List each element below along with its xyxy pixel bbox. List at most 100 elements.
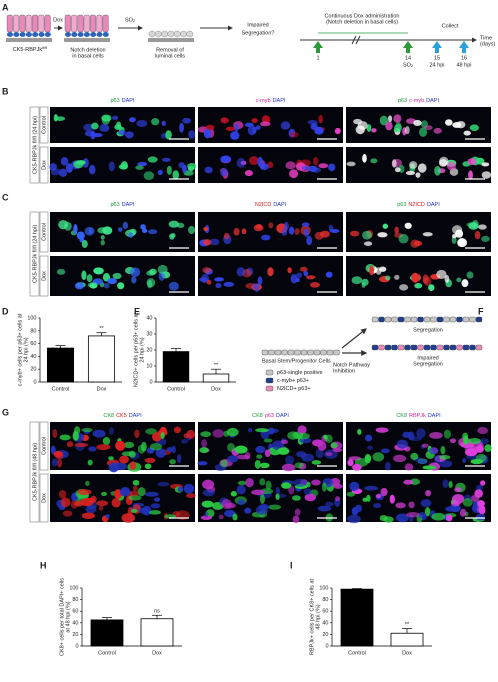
stained-cell bbox=[220, 155, 232, 164]
stained-cell bbox=[248, 156, 259, 165]
cell bbox=[436, 344, 444, 351]
stained-cell bbox=[391, 159, 397, 168]
stained-cell bbox=[220, 117, 229, 124]
stained-cell bbox=[462, 458, 467, 463]
stained-cell bbox=[118, 129, 126, 136]
stained-cell bbox=[254, 459, 261, 469]
day: 15 bbox=[434, 55, 440, 61]
cell bbox=[274, 349, 282, 356]
x-tick-label: Dox bbox=[97, 386, 107, 392]
stained-cell bbox=[395, 502, 406, 509]
cell bbox=[462, 316, 470, 323]
stained-cell bbox=[268, 222, 274, 229]
stained-cell bbox=[471, 494, 480, 502]
basal-cell bbox=[83, 32, 90, 37]
stained-cell bbox=[463, 435, 469, 445]
basal-cell bbox=[25, 32, 32, 37]
stained-cell bbox=[135, 165, 144, 170]
stained-cell bbox=[357, 428, 362, 435]
stained-cell bbox=[214, 277, 224, 282]
cell bbox=[423, 316, 431, 323]
row-box bbox=[39, 421, 49, 471]
stained-cell bbox=[161, 120, 166, 126]
stained-cell bbox=[313, 156, 319, 166]
stained-cell bbox=[379, 115, 388, 126]
stained-cell bbox=[369, 265, 374, 276]
stained-cell bbox=[58, 168, 67, 177]
stained-cell bbox=[461, 279, 469, 288]
stained-cell bbox=[101, 491, 108, 497]
stained-cell bbox=[294, 228, 300, 235]
cell bbox=[180, 30, 187, 38]
stained-cell bbox=[466, 271, 474, 279]
stained-cell bbox=[54, 451, 64, 460]
stained-cell bbox=[375, 493, 382, 499]
luminal-cell bbox=[102, 14, 109, 33]
stained-cell bbox=[254, 283, 260, 293]
luminal-cell bbox=[64, 14, 71, 33]
bar bbox=[162, 351, 190, 383]
stained-cell bbox=[325, 451, 333, 457]
row-box bbox=[39, 211, 49, 253]
stained-cell bbox=[444, 119, 453, 126]
stained-cell bbox=[185, 493, 196, 499]
luminal-cell bbox=[6, 14, 13, 33]
stained-cell bbox=[415, 172, 421, 178]
stained-cell bbox=[251, 489, 265, 496]
stained-cell bbox=[118, 227, 123, 232]
stained-cell bbox=[292, 515, 300, 524]
stained-cell bbox=[394, 226, 399, 234]
stained-cell bbox=[307, 120, 318, 125]
stained-cell bbox=[136, 120, 148, 127]
stained-cell bbox=[92, 429, 106, 438]
stained-cell bbox=[101, 114, 112, 122]
significance: ** bbox=[99, 326, 104, 332]
stained-cell bbox=[65, 163, 73, 173]
stained-cell bbox=[102, 272, 111, 282]
stained-cell bbox=[281, 463, 296, 472]
stained-cell bbox=[478, 224, 487, 230]
stained-cell bbox=[417, 163, 427, 173]
stained-cell bbox=[422, 465, 437, 470]
cell bbox=[378, 344, 385, 351]
stained-cell bbox=[476, 500, 485, 507]
stained-cell bbox=[129, 117, 136, 123]
stained-cell bbox=[100, 239, 105, 246]
caption: Segregation? bbox=[242, 30, 275, 36]
stained-cell bbox=[96, 444, 111, 451]
micrograph bbox=[198, 474, 343, 522]
stained-cell bbox=[349, 481, 360, 492]
stained-cell bbox=[201, 439, 208, 448]
stained-cell bbox=[458, 238, 466, 247]
stained-cell bbox=[294, 508, 301, 516]
stained-cell bbox=[85, 480, 90, 487]
stained-cell bbox=[474, 231, 481, 240]
stained-cell bbox=[203, 129, 212, 139]
stained-cell bbox=[157, 169, 163, 175]
significance: ** bbox=[214, 363, 219, 369]
basal-cell bbox=[65, 32, 71, 37]
stained-cell bbox=[230, 131, 240, 140]
stained-cell bbox=[203, 226, 209, 232]
basal-cell bbox=[96, 32, 103, 37]
stained-cell bbox=[146, 278, 156, 288]
day: 1 bbox=[316, 55, 319, 61]
cell bbox=[154, 30, 162, 38]
stained-cell bbox=[408, 501, 415, 509]
stained-cell bbox=[464, 448, 478, 457]
panel-label: A bbox=[2, 2, 9, 12]
stained-cell bbox=[280, 439, 289, 445]
stained-cell bbox=[181, 439, 188, 444]
stained-cell bbox=[448, 480, 453, 489]
x-tick-label: Dox bbox=[152, 650, 162, 656]
cell bbox=[320, 349, 327, 356]
y-axis-label: c-myb+ cells per p63+ cells at bbox=[17, 313, 23, 386]
stained-cell bbox=[81, 239, 88, 249]
stained-cell bbox=[73, 224, 78, 234]
panel-label: C bbox=[2, 192, 9, 202]
stained-cell bbox=[328, 163, 336, 172]
column-header: p63 N2ICD DAPI bbox=[397, 202, 440, 208]
luminal-cell bbox=[83, 14, 90, 33]
stained-cell bbox=[225, 126, 236, 132]
caption: Notch deletion bbox=[70, 47, 105, 53]
